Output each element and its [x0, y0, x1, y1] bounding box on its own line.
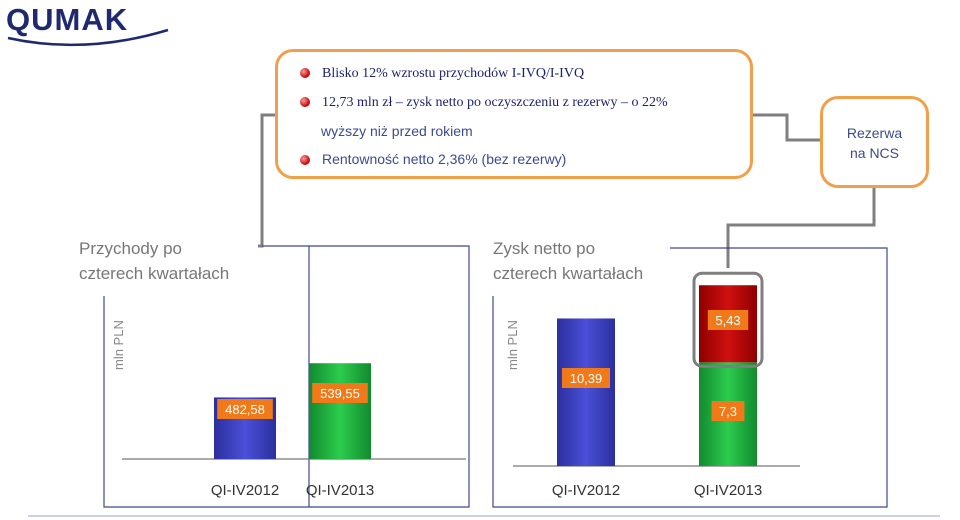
- profit-label-2-bg: [711, 401, 745, 421]
- profit-x-tick-1: QI-IV2012: [552, 482, 620, 499]
- profit-label-reserve-bg: [707, 310, 749, 330]
- profit-label-1-bg: [562, 368, 610, 388]
- callout-line-4: Rentowność netto 2,36% (bez rezerwy): [300, 151, 566, 167]
- revenue-label-2-bg: [312, 383, 368, 403]
- reserve-label-2: na NCS: [849, 145, 900, 161]
- logo-text: QUMAK: [6, 2, 128, 37]
- left-panel-title: Przychody po czterech kwartałach: [79, 239, 230, 283]
- revenue-label-1: 482,58: [225, 402, 265, 417]
- revenue-y-axis-label: mln PLN: [111, 320, 126, 370]
- reserve-label-1: Rezerwa: [846, 125, 903, 141]
- profit-x-tick-2: QI-IV2013: [694, 482, 762, 499]
- revenue-label-1-bg: [217, 399, 273, 419]
- qumak-logo: QUMAK: [6, 2, 169, 47]
- bullet-icon: [300, 68, 310, 78]
- revenue-bar-2: [309, 363, 371, 459]
- callout-line-3: wyższy niż przed rokiem: [321, 123, 473, 139]
- profit-label-2: 7,3: [719, 404, 737, 419]
- profit-y-axis-label: mln PLN: [505, 320, 520, 370]
- callout-line-2: 12,73 mln zł – zysk netto po oczyszczeni…: [300, 95, 668, 111]
- bullet-icon: [300, 97, 310, 107]
- highlights-callout: Blisko 12% wzrostu przychodów I-IVQ/I-IV…: [275, 49, 753, 179]
- left-panel-frame-right: [309, 245, 470, 508]
- revenue-label-2: 539,55: [320, 386, 360, 401]
- callout-line-1: Blisko 12% wzrostu przychodów I-IVQ/I-IV…: [300, 66, 584, 82]
- reserve-highlight-frame: [692, 271, 764, 368]
- right-panel-frame: [492, 247, 888, 508]
- right-panel-title: Zysk netto po czterech kwartałach: [493, 239, 644, 283]
- revenue-x-tick-1: QI-IV2012: [211, 482, 279, 499]
- reserve-box: Rezerwa na NCS: [820, 96, 929, 188]
- profit-bar-1: [557, 318, 615, 466]
- revenue-x-tick-2: QI-IV2013: [306, 482, 374, 499]
- bullet-icon: [300, 155, 310, 165]
- profit-label-1: 10,39: [570, 371, 603, 386]
- left-panel-frame: [103, 245, 310, 508]
- profit-label-reserve: 5,43: [715, 313, 740, 328]
